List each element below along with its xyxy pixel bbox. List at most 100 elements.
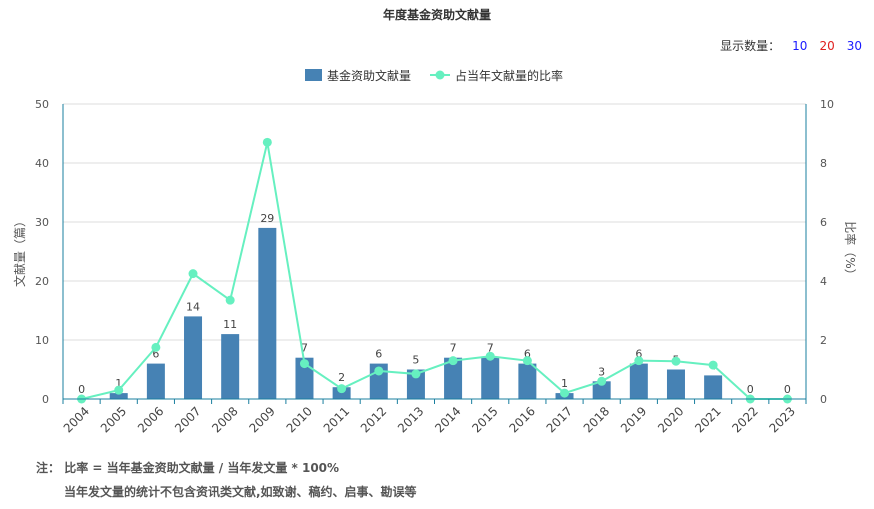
notes: 注： 比率 = 当年基金资助文献量 / 当年发文量 * 100% 当年发文量的统…	[36, 461, 417, 509]
bar-value-label: 6	[152, 348, 159, 361]
bar	[184, 316, 203, 399]
bar-value-label: 7	[487, 342, 494, 355]
x-tick-label: 2018	[581, 404, 612, 435]
bar-value-label: 6	[635, 348, 642, 361]
bar-value-label: 1	[561, 377, 568, 390]
x-tick-label: 2015	[469, 404, 500, 435]
bar-value-label: 3	[598, 365, 605, 378]
y-right-tick-label: 6	[820, 216, 827, 229]
notes-line-1: 比率 = 当年基金资助文献量 / 当年发文量 * 100%	[64, 461, 340, 475]
y-left-tick-label: 20	[35, 275, 49, 288]
bar-value-label: 0	[78, 383, 85, 396]
bar-value-label: 1	[115, 377, 122, 390]
y-right-tick-label: 4	[820, 275, 827, 288]
display-count-label: 显示数量：	[720, 39, 781, 53]
x-tick-label: 2006	[135, 404, 166, 435]
ratio-point	[597, 376, 607, 386]
display-count-selector: 显示数量： 10 20 30	[720, 37, 862, 54]
bar	[109, 393, 128, 399]
bar-value-label: 7	[301, 342, 308, 355]
legend-bar-label: 基金资助文献量	[327, 68, 411, 83]
bar-value-label: 11	[223, 318, 237, 331]
ratio-point	[374, 366, 384, 376]
x-tick-label: 2022	[729, 404, 760, 435]
ratio-point	[485, 351, 495, 361]
ratio-point	[299, 359, 309, 369]
bar-value-label: 14	[186, 300, 200, 313]
ratio-point	[151, 342, 161, 352]
x-tick-label: 2005	[98, 404, 129, 435]
ratio-point	[188, 269, 198, 279]
notes-prefix: 注：	[36, 461, 61, 475]
legend-line-label: 占当年文献量的比率	[455, 68, 563, 83]
legend-line-marker	[435, 70, 445, 80]
chart-title: 年度基金资助文献量	[382, 8, 491, 22]
ratio-point	[560, 388, 570, 398]
ratio-point	[337, 384, 347, 394]
bar-value-label: 6	[375, 348, 382, 361]
x-tick-label: 2010	[284, 404, 315, 435]
bar	[592, 381, 611, 399]
bar	[258, 227, 277, 399]
bar	[481, 357, 500, 399]
y-left-tick-label: 40	[35, 157, 49, 170]
x-tick-label: 2013	[395, 404, 426, 435]
bar	[444, 357, 463, 399]
x-tick-label: 2011	[321, 404, 352, 435]
y-left-tick-label: 0	[42, 393, 49, 406]
bar	[629, 363, 648, 399]
legend-bar-swatch	[305, 69, 322, 81]
display-count-30-option[interactable]: 30	[846, 38, 862, 53]
y-right-tick-label: 10	[820, 98, 834, 111]
bar	[221, 334, 240, 399]
ratio-point	[522, 356, 532, 366]
ratio-point	[671, 356, 681, 366]
y-left-tick-label: 10	[35, 334, 49, 347]
bar-value-label: 2	[338, 371, 345, 384]
bar	[704, 375, 723, 399]
y-axis-right-label: 比率（%）	[843, 221, 858, 280]
y-axis-left-label: 文献量（篇）	[12, 215, 27, 287]
bar-value-label: 6	[524, 348, 531, 361]
bar-value-label: 0	[747, 383, 754, 396]
ratio-point	[634, 356, 644, 366]
x-tick-label: 2021	[692, 404, 723, 435]
grid-lines	[63, 103, 806, 341]
x-tick-label: 2023	[767, 404, 798, 435]
x-tick-label: 2007	[172, 404, 203, 435]
bar-value-label: 5	[412, 354, 419, 367]
ratio-line	[81, 142, 788, 400]
bar-value-label: 7	[450, 342, 457, 355]
x-tick-label: 2009	[246, 404, 277, 435]
ratio-point	[411, 369, 421, 379]
bar-value-labels: 01614112972657761365400	[78, 212, 791, 396]
ratio-point	[262, 137, 272, 147]
x-tick-label: 2008	[209, 404, 240, 435]
ratio-point	[114, 385, 124, 395]
chart-svg: 基金资助文献量 占当年文献量的比率 0161411297265776136540…	[12, 68, 858, 436]
display-count-10-option[interactable]: 10	[792, 38, 808, 53]
y-right-tick-label: 0	[820, 393, 827, 406]
bar	[406, 369, 425, 399]
y-left-tick-label: 30	[35, 216, 49, 229]
x-tick-label: 2017	[544, 404, 575, 435]
x-tick-label: 2020	[655, 404, 686, 435]
display-count-20-option[interactable]: 20	[819, 38, 835, 53]
bar	[146, 363, 165, 399]
ratio-point	[708, 360, 718, 370]
x-tick-label: 2019	[618, 404, 649, 435]
bar-value-label: 29	[260, 212, 274, 225]
ratio-point	[448, 356, 458, 366]
ratio-point	[225, 295, 235, 305]
x-tick-label: 2012	[358, 404, 389, 435]
y-right-tick-label: 2	[820, 334, 827, 347]
x-tick-label: 2016	[506, 404, 537, 435]
legend[interactable]: 基金资助文献量 占当年文献量的比率	[305, 68, 563, 83]
x-tick-label: 2014	[432, 404, 463, 435]
bar	[295, 357, 314, 399]
x-tick-label: 2004	[61, 404, 92, 435]
y-left-tick-label: 50	[35, 98, 49, 111]
y-right-tick-label: 8	[820, 157, 827, 170]
bar-series	[109, 227, 723, 399]
bar	[666, 369, 685, 399]
